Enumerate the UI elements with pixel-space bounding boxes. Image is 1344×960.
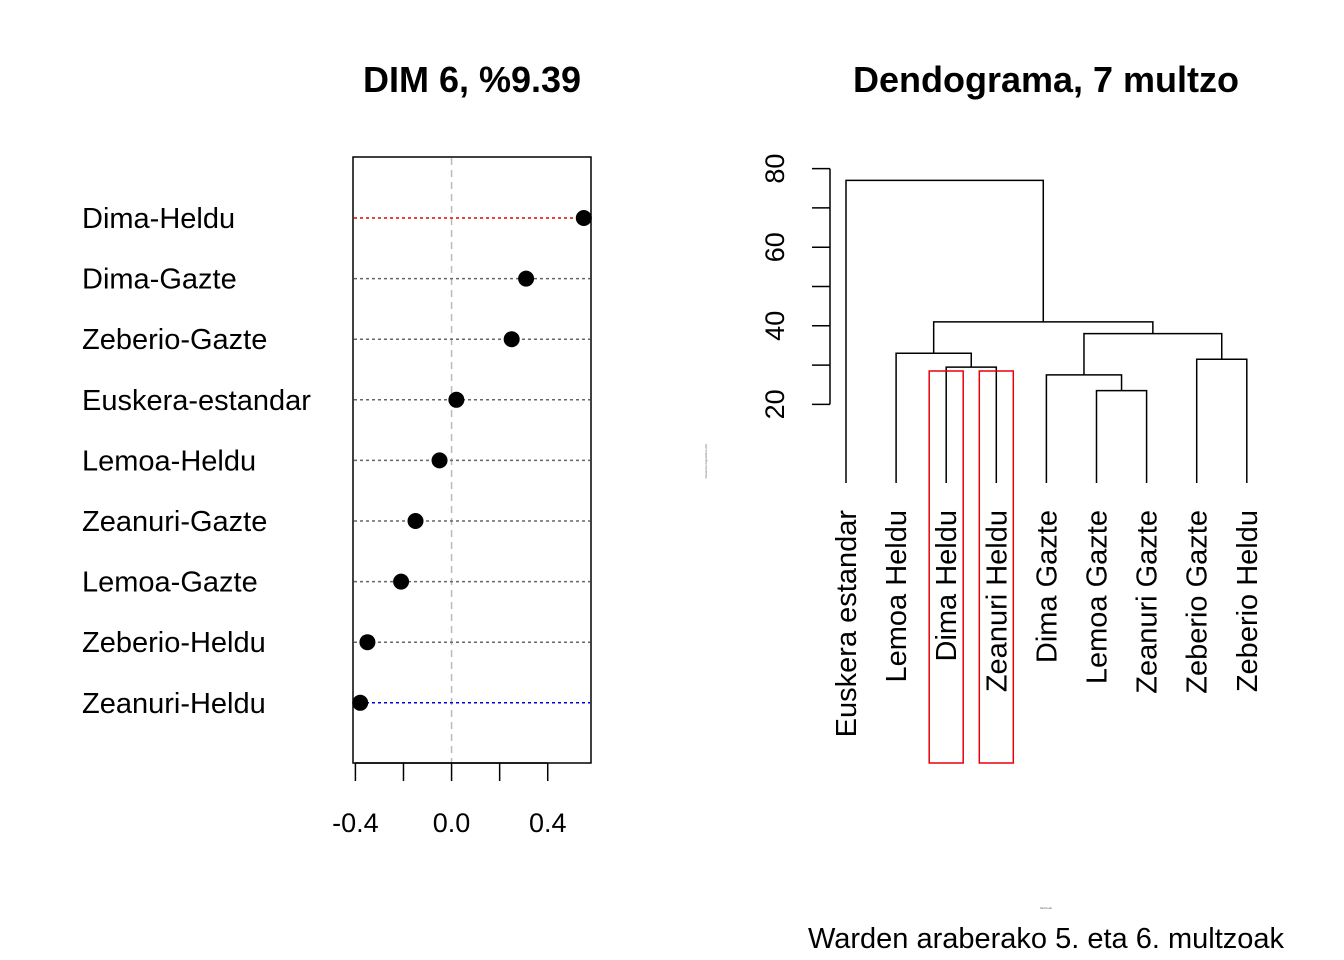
dendrogram-y-axis: 20 40 60 80 (760, 154, 831, 419)
dot-point (352, 694, 369, 711)
dendrogram-title: Dendograma, 7 multzo (853, 59, 1239, 100)
y-tick-label: 60 (760, 232, 790, 262)
dendrogram-leaf-label: Zeberio Gazte (1182, 510, 1214, 694)
dot-chart-panel: DIM 6, %9.39 Dima-Heldu Dima-Gazte Zeberio… (82, 59, 592, 838)
dendrogram-branch (1195, 358, 1248, 483)
dot-category-label: Zeberio-Gazte (82, 324, 267, 356)
dot-point (518, 270, 535, 287)
dot-point (575, 210, 592, 226)
dot-point (448, 391, 465, 408)
x-tick-label: 0.0 (433, 808, 471, 838)
dendrogram-branch (945, 366, 998, 483)
dendrogram-x-axis-label: Multzoak (1040, 906, 1053, 910)
dot-category-label: Lemoa-Heldu (82, 445, 256, 477)
dot-point (407, 513, 424, 529)
cluster-highlight-box (978, 370, 1015, 764)
dendrogram-highlight-boxes (928, 370, 1015, 764)
dendrogram-leaf-label: Lemoa Heldu (881, 510, 913, 683)
y-tick-label: 40 (760, 311, 790, 341)
dot-category-label: Zeanuri-Heldu (82, 688, 266, 720)
y-tick-label: 80 (760, 154, 790, 184)
dendrogram-leaf-label: Euskera estandar (831, 510, 863, 738)
dendrogram-leaf-label: Zeanuri Heldu (981, 510, 1013, 692)
dendrogram-leaf-label: Zeanuri Gazte (1132, 510, 1164, 694)
dot-point (431, 452, 448, 469)
dot-category-label: Euskera-estandar (82, 385, 311, 417)
dendrogram-leaf-label: Lemoa Gazte (1082, 510, 1114, 684)
dot-category-label: Dima-Heldu (82, 203, 235, 235)
dendrogram-branch (845, 179, 1045, 483)
cluster-highlight-box (928, 370, 964, 764)
dot-category-label: Zeanuri-Gazte (82, 506, 267, 538)
dendrogram-tree (845, 179, 1248, 483)
dendrogram-leaf-label: Dima Gazte (1031, 510, 1063, 663)
dendrogram-caption: Warden araberako 5. eta 6. multzoak (808, 923, 1285, 955)
x-tick-label: 0.4 (529, 808, 567, 838)
dot-chart-frame (352, 156, 592, 764)
dot-point (503, 331, 520, 348)
dendrogram-leaf-label: Zeberio Heldu (1232, 510, 1264, 692)
dot-chart-rows: Dima-Heldu Dima-Gazte Zeberio-Gazte Euskera… (82, 158, 592, 762)
x-tick-label: -0.4 (332, 808, 379, 838)
dot-point (359, 634, 376, 651)
dendrogram-leaf-label: Dima Heldu (931, 510, 963, 662)
dot-chart-x-axis: -0.4 0.0 0.4 (332, 762, 567, 838)
dendrogram-leaf-labels: Euskera estandar Lemoa Heldu Dima Heldu Zea… (831, 510, 1264, 738)
dendrogram-branch (932, 321, 1154, 354)
dot-category-label: Zeberio-Heldu (82, 627, 266, 659)
y-tick-label: 20 (760, 389, 790, 419)
dendrogram-branch (1095, 389, 1148, 483)
dendrogram-branch (895, 352, 972, 483)
dot-category-label: Dima-Gazte (82, 264, 237, 296)
dot-chart-title: DIM 6, %9.39 (363, 59, 581, 100)
dot-point (393, 573, 410, 590)
dendrogram-panel: Dendograma, 7 multzo 20 40 60 80 Euskera es… (704, 59, 1285, 955)
dot-category-label: Lemoa-Gazte (82, 567, 258, 599)
dendrogram-y-axis-label: Distantzia linguistikoa (ID) (704, 444, 708, 479)
dendrogram-branch (1083, 332, 1223, 375)
